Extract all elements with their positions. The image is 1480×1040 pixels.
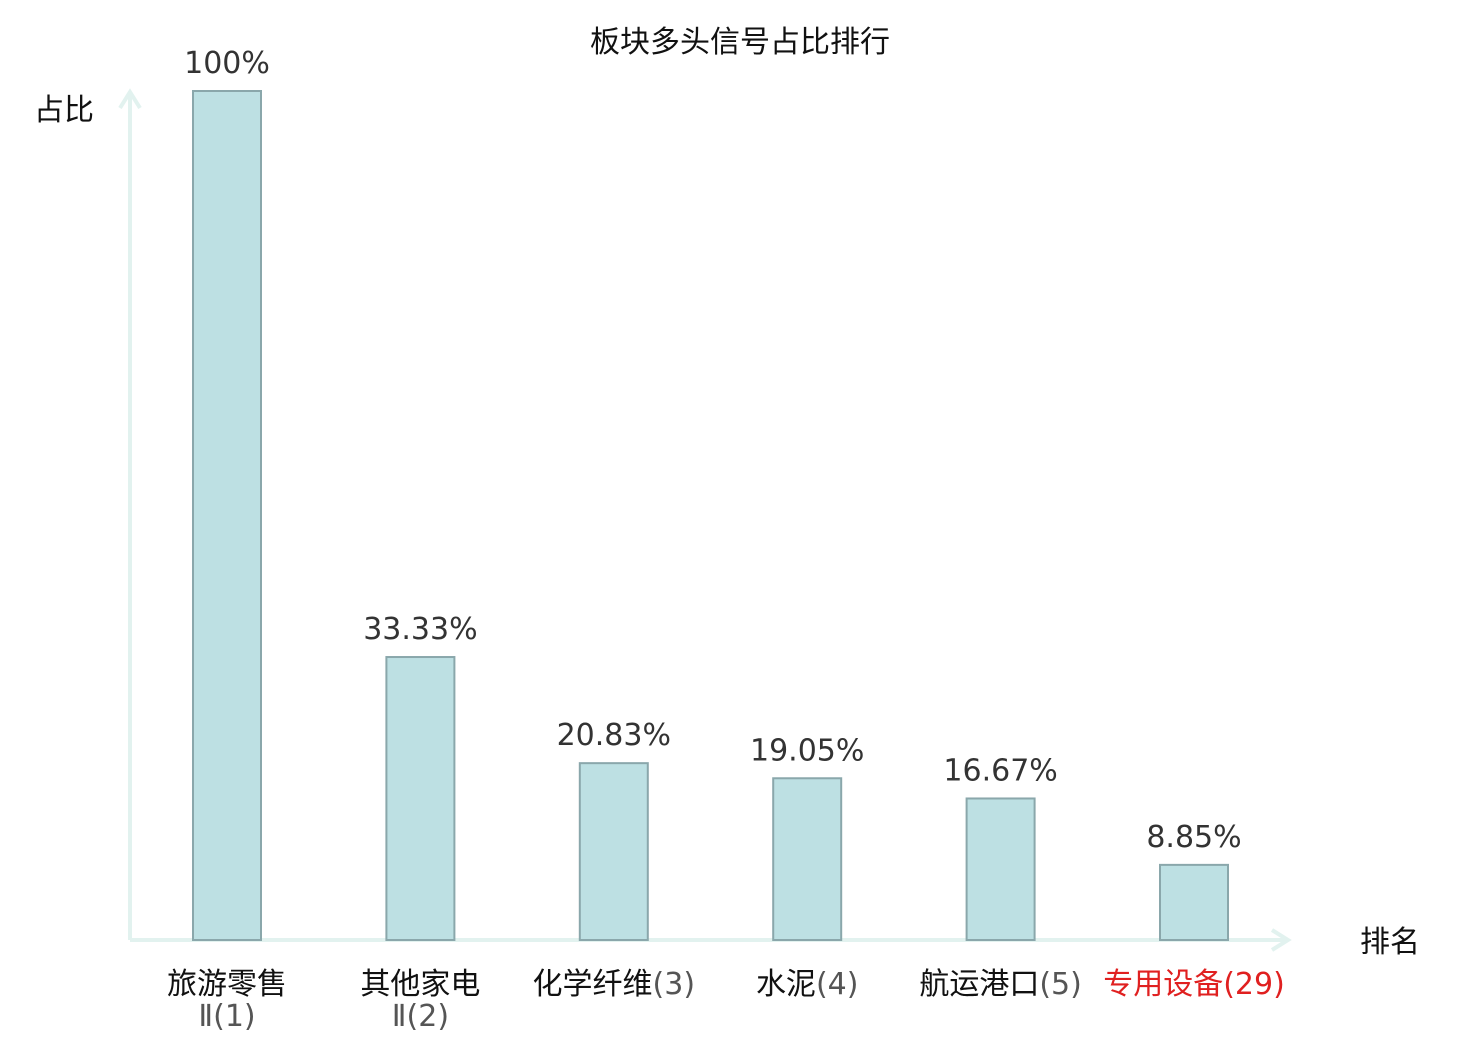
bar-1 [192,90,262,941]
bar-6 [1159,863,1229,942]
category-label-2: 其他家电 Ⅱ(2) [360,967,480,1034]
category-rank: (3) [653,967,696,1002]
bar-5 [965,797,1036,941]
value-label-5: 16.67% [943,753,1057,788]
value-label-6: 8.85% [1146,820,1241,855]
category-rank: (4) [816,967,859,1002]
chart-title: 板块多头信号占比排行 [590,25,890,60]
category-label-5: 航运港口(5) [919,967,1082,1002]
y-axis-arrow [118,88,142,110]
category-label-1: 旅游零售 Ⅱ(1) [167,967,287,1034]
category-name: 化学纤维 [533,967,653,1002]
category-name: 航运港口 [919,967,1039,1002]
category-rank: (29) [1223,967,1285,1002]
category-labels: 旅游零售 Ⅱ(1)其他家电 Ⅱ(2)化学纤维(3) 水泥(4) 航运港口(5) 专用设备(… [167,967,1285,1034]
value-labels: 100% 33.33% 20.83% 19.05% 16.67% 8.85% [184,46,1242,855]
category-label-6: 专用设备(29) [1103,967,1285,1002]
bar-4 [772,777,843,941]
value-label-2: 33.33% [363,612,477,647]
bars [192,90,1229,942]
category-rank: Ⅱ(2) [392,999,449,1034]
bar-3 [578,762,649,942]
y-axis-label: 占比 [34,93,94,128]
value-label-3: 20.83% [557,718,671,753]
bar-2 [385,656,456,942]
category-label-4: 水泥(4) [756,967,859,1002]
category-name: 其他家电 [360,967,480,1002]
category-name: 水泥 [756,967,816,1002]
category-rank: (5) [1039,967,1082,1002]
category-rank: Ⅱ(1) [198,999,255,1034]
value-label-4: 19.05% [750,733,864,768]
category-name: 旅游零售 [167,967,287,1002]
category-name: 专用设备 [1103,967,1223,1002]
value-label-1: 100% [184,46,270,81]
x-axis-label: 排名 [1360,925,1420,960]
axes [118,88,1292,952]
category-label-3: 化学纤维(3) [533,967,696,1002]
x-axis-arrow [1270,928,1292,952]
